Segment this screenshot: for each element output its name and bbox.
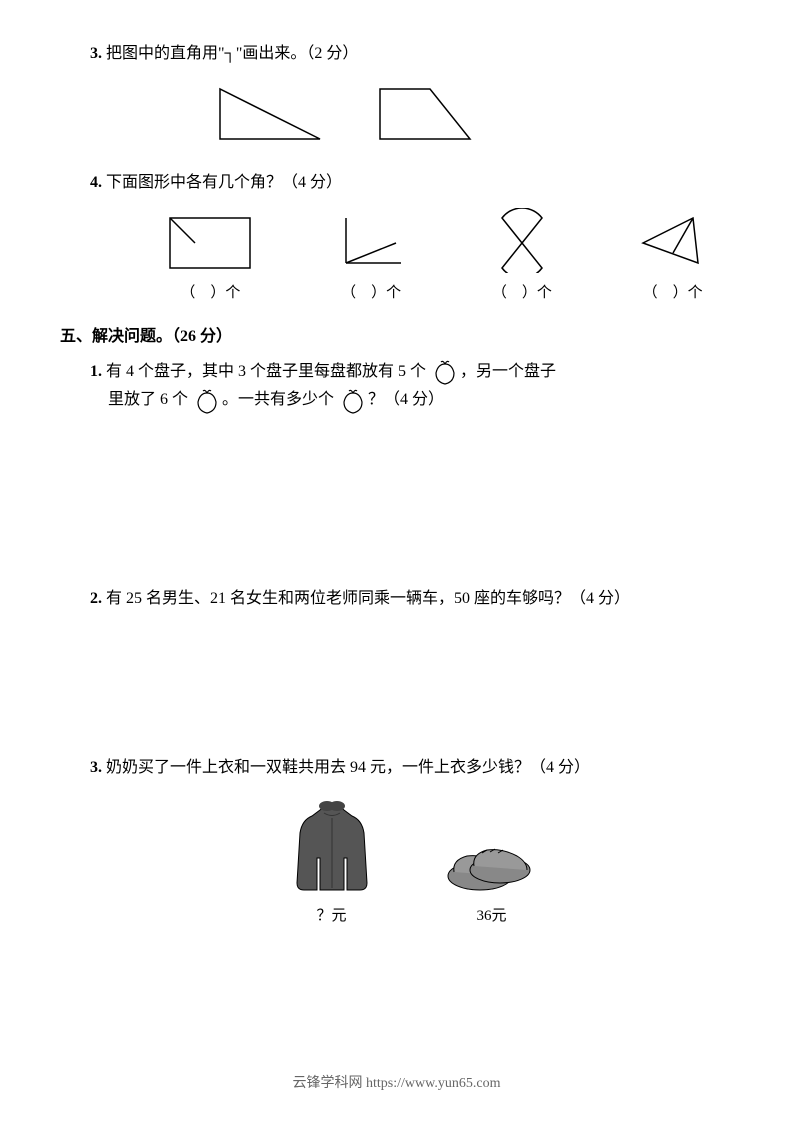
shape-1: （ ）个: [160, 208, 260, 302]
question-4: 4.下面图形中各有几个角？（4 分） （ ）个 （ ）个 （ ）个: [60, 169, 733, 302]
page-footer: 云锋学科网 https://www.yun65.com: [0, 1072, 793, 1092]
spacer: [60, 634, 733, 754]
shape-4: （ ）个: [633, 208, 713, 302]
question-5-3: 3.奶奶买了一件上衣和一双鞋共用去 94 元，一件上衣多少钱？（4 分） ？元 …: [60, 754, 733, 925]
question-5-1: 1.有 4 个盘子，其中 3 个盘子里每盘都放有 5 个 ，另一个盘子 里放了 …: [60, 358, 733, 416]
question-3: 3.把图中的直角用"┐"画出来。（2 分）: [60, 40, 733, 149]
q5-3-body: 奶奶买了一件上衣和一双鞋共用去 94 元，一件上衣多少钱？（4 分）: [106, 759, 590, 776]
angle-shape: [331, 208, 411, 273]
q4-shapes: （ ）个 （ ）个 （ ）个 （ ）个: [140, 208, 733, 302]
q5-1-part3: 里放了 6 个: [108, 391, 188, 408]
trapezoid-shape: [370, 79, 480, 149]
coat-icon: [282, 798, 382, 898]
shape-3: （ ）个: [482, 208, 562, 302]
right-triangle-shape: [210, 79, 330, 149]
q5-2-body: 有 25 名男生、21 名女生和两位老师同乘一辆车，50 座的车够吗？（4 分）: [106, 590, 630, 607]
shape-2-blank: （ ）个: [341, 281, 401, 302]
shape-3-blank: （ ）个: [492, 281, 552, 302]
shape-1-blank: （ ）个: [180, 281, 240, 302]
triangle-inner-line-shape: [633, 208, 713, 273]
coat-item: ？元: [282, 798, 382, 925]
q5-1-part1: 有 4 个盘子，其中 3 个盘子里每盘都放有 5 个: [106, 363, 426, 380]
question-5-2: 2.有 25 名男生、21 名女生和两位老师同乘一辆车，50 座的车够吗？（4 …: [60, 585, 733, 614]
question-5-1-text: 1.有 4 个盘子，其中 3 个盘子里每盘都放有 5 个 ，另一个盘子: [90, 358, 733, 387]
footer-text: 云锋学科网 https://www.yun65.com: [293, 1076, 501, 1091]
q3-number: 3.: [90, 45, 102, 62]
peach-icon: [430, 358, 460, 386]
q5-3-number: 3.: [90, 759, 102, 776]
q3-shapes: [210, 79, 733, 149]
shoes-item: 36元: [442, 828, 542, 925]
q4-number: 4.: [90, 174, 102, 191]
q5-3-items: ？元 36元: [90, 798, 733, 925]
question-5-1-line2: 里放了 6 个 。一共有多少个 ？（4 分）: [90, 386, 733, 415]
rectangle-diagonal-shape: [160, 208, 260, 273]
peach-icon: [338, 387, 368, 415]
spacer: [60, 435, 733, 585]
question-3-text: 3.把图中的直角用"┐"画出来。（2 分）: [90, 40, 733, 69]
shoes-icon: [442, 828, 542, 898]
shape-4-blank: （ ）个: [643, 281, 703, 302]
q3-body: 把图中的直角用"┐"画出来。（2 分）: [106, 45, 358, 62]
question-4-text: 4.下面图形中各有几个角？（4 分）: [90, 169, 733, 198]
q5-2-number: 2.: [90, 590, 102, 607]
coat-price-label: ？元: [316, 904, 346, 925]
section-5-title: 五、解决问题。（26 分）: [60, 322, 733, 346]
q5-1-part2: ，另一个盘子: [460, 363, 556, 380]
q5-1-part4: 。一共有多少个: [222, 391, 334, 408]
bowtie-shape: [482, 208, 562, 273]
shape-2: （ ）个: [331, 208, 411, 302]
q4-body: 下面图形中各有几个角？（4 分）: [106, 174, 342, 191]
q5-1-part5: ？（4 分）: [368, 391, 444, 408]
peach-icon: [192, 387, 222, 415]
question-5-2-text: 2.有 25 名男生、21 名女生和两位老师同乘一辆车，50 座的车够吗？（4 …: [90, 585, 733, 614]
q5-1-number: 1.: [90, 363, 102, 380]
question-5-3-text: 3.奶奶买了一件上衣和一双鞋共用去 94 元，一件上衣多少钱？（4 分）: [90, 754, 733, 783]
shoes-price-label: 36元: [476, 904, 506, 925]
